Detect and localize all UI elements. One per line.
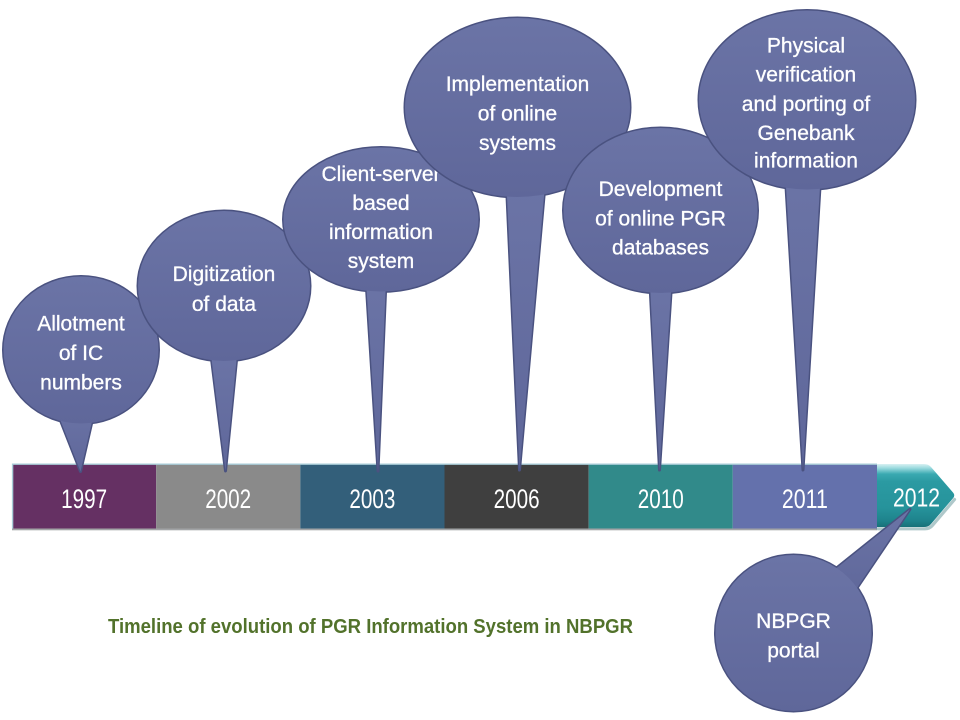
svg-text:systems: systems: [479, 132, 556, 155]
svg-text:verification: verification: [756, 64, 856, 87]
svg-text:Client-server: Client-server: [321, 163, 440, 186]
svg-text:2012: 2012: [893, 483, 940, 513]
svg-text:2006: 2006: [494, 484, 540, 514]
svg-text:2010: 2010: [638, 484, 684, 514]
svg-text:information: information: [754, 150, 858, 173]
svg-text:information: information: [329, 221, 433, 244]
svg-text:Allotment: Allotment: [37, 313, 125, 336]
svg-text:Implementation: Implementation: [446, 73, 590, 96]
svg-text:of data: of data: [192, 293, 257, 316]
svg-text:Timeline of evolution of PGR I: Timeline of evolution of PGR Information…: [108, 616, 634, 638]
svg-text:NBPGR: NBPGR: [756, 610, 831, 633]
svg-text:Genebank: Genebank: [758, 122, 855, 145]
svg-text:2003: 2003: [349, 484, 395, 514]
svg-text:Physical: Physical: [767, 35, 845, 58]
svg-text:of IC: of IC: [59, 342, 103, 365]
svg-text:databases: databases: [612, 237, 709, 260]
svg-text:1997: 1997: [61, 484, 107, 514]
svg-text:numbers: numbers: [40, 372, 122, 395]
svg-text:Development: Development: [599, 178, 723, 201]
svg-text:of online PGR: of online PGR: [595, 208, 726, 231]
svg-text:2002: 2002: [205, 484, 251, 514]
svg-text:and porting of: and porting of: [742, 93, 871, 116]
svg-text:2011: 2011: [782, 484, 828, 514]
svg-text:portal: portal: [767, 640, 820, 663]
svg-text:system: system: [348, 250, 415, 273]
svg-text:Digitization: Digitization: [173, 263, 276, 286]
svg-text:based: based: [352, 192, 409, 215]
svg-text:of online: of online: [478, 103, 557, 126]
